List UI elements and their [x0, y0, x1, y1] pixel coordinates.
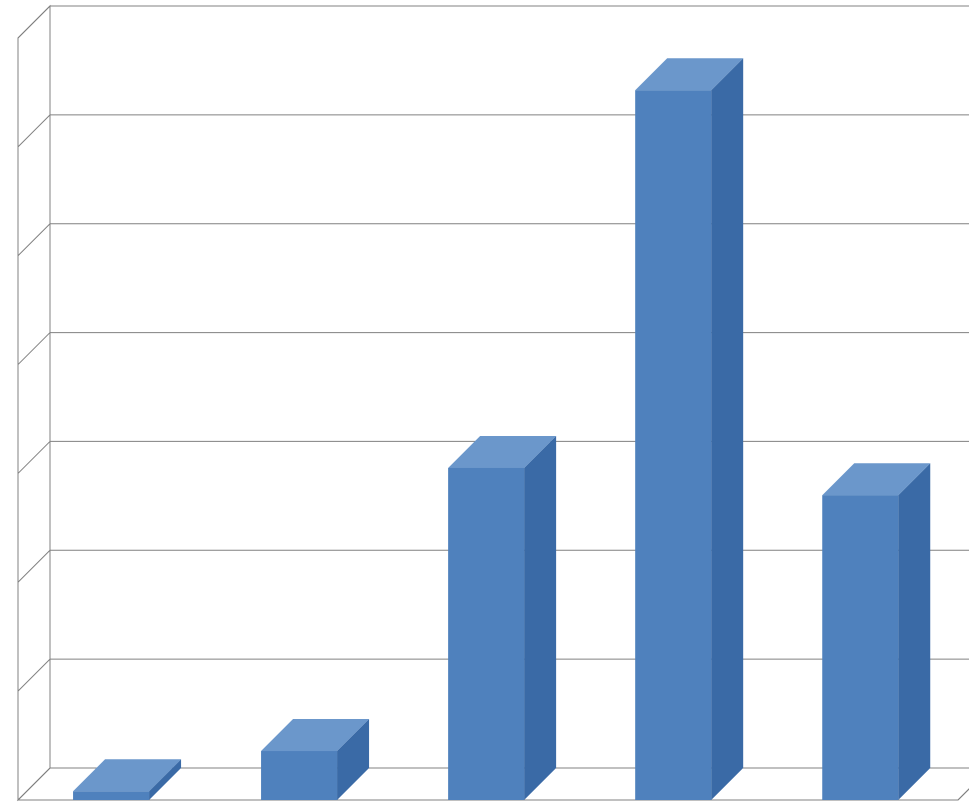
bar — [448, 436, 556, 800]
bar — [822, 463, 930, 800]
bar-chart-3d — [0, 0, 969, 812]
bar — [635, 58, 743, 800]
chart-canvas — [0, 0, 969, 812]
